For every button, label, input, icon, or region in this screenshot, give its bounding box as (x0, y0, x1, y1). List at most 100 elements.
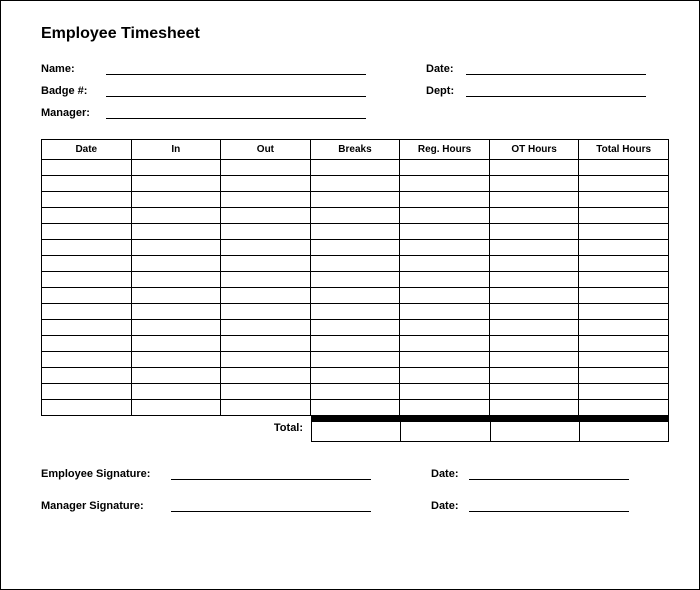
table-cell[interactable] (42, 304, 132, 320)
table-cell[interactable] (579, 352, 669, 368)
table-cell[interactable] (221, 288, 311, 304)
table-cell[interactable] (579, 384, 669, 400)
table-cell[interactable] (221, 224, 311, 240)
table-cell[interactable] (221, 352, 311, 368)
table-cell[interactable] (400, 336, 490, 352)
table-cell[interactable] (221, 320, 311, 336)
table-cell[interactable] (400, 352, 490, 368)
table-cell[interactable] (489, 160, 579, 176)
table-cell[interactable] (310, 384, 400, 400)
table-cell[interactable] (310, 400, 400, 416)
employee-signature-input[interactable] (171, 466, 371, 480)
table-cell[interactable] (131, 336, 221, 352)
table-cell[interactable] (400, 192, 490, 208)
table-cell[interactable] (400, 176, 490, 192)
table-cell[interactable] (131, 160, 221, 176)
table-cell[interactable] (221, 368, 311, 384)
table-cell[interactable] (489, 224, 579, 240)
table-cell[interactable] (400, 304, 490, 320)
table-cell[interactable] (42, 288, 132, 304)
manager-signature-input[interactable] (171, 498, 371, 512)
table-cell[interactable] (310, 288, 400, 304)
total-breaks[interactable] (311, 422, 401, 442)
table-cell[interactable] (400, 288, 490, 304)
table-cell[interactable] (310, 336, 400, 352)
table-cell[interactable] (131, 368, 221, 384)
table-cell[interactable] (310, 176, 400, 192)
table-cell[interactable] (310, 368, 400, 384)
table-cell[interactable] (221, 400, 311, 416)
table-cell[interactable] (131, 224, 221, 240)
table-cell[interactable] (221, 304, 311, 320)
table-cell[interactable] (131, 400, 221, 416)
table-cell[interactable] (310, 208, 400, 224)
table-cell[interactable] (131, 176, 221, 192)
table-cell[interactable] (221, 192, 311, 208)
manager-signature-date-input[interactable] (469, 498, 629, 512)
table-cell[interactable] (400, 384, 490, 400)
table-cell[interactable] (579, 400, 669, 416)
table-cell[interactable] (489, 176, 579, 192)
table-cell[interactable] (579, 288, 669, 304)
employee-signature-date-input[interactable] (469, 466, 629, 480)
table-cell[interactable] (42, 384, 132, 400)
table-cell[interactable] (310, 192, 400, 208)
table-cell[interactable] (400, 320, 490, 336)
dept-input[interactable] (466, 83, 646, 97)
table-cell[interactable] (42, 192, 132, 208)
table-cell[interactable] (221, 256, 311, 272)
total-ot-hours[interactable] (491, 422, 580, 442)
table-cell[interactable] (579, 304, 669, 320)
table-cell[interactable] (131, 288, 221, 304)
table-cell[interactable] (400, 160, 490, 176)
total-reg-hours[interactable] (401, 422, 490, 442)
table-cell[interactable] (489, 336, 579, 352)
table-cell[interactable] (221, 336, 311, 352)
table-cell[interactable] (42, 320, 132, 336)
manager-input[interactable] (106, 105, 366, 119)
table-cell[interactable] (131, 240, 221, 256)
table-cell[interactable] (400, 400, 490, 416)
table-cell[interactable] (400, 208, 490, 224)
table-cell[interactable] (42, 272, 132, 288)
table-cell[interactable] (221, 208, 311, 224)
table-cell[interactable] (131, 320, 221, 336)
table-cell[interactable] (579, 368, 669, 384)
table-cell[interactable] (579, 192, 669, 208)
table-cell[interactable] (489, 288, 579, 304)
table-cell[interactable] (489, 384, 579, 400)
table-cell[interactable] (489, 304, 579, 320)
table-cell[interactable] (221, 240, 311, 256)
table-cell[interactable] (42, 160, 132, 176)
table-cell[interactable] (579, 160, 669, 176)
table-cell[interactable] (42, 352, 132, 368)
date-input[interactable] (466, 61, 646, 75)
table-cell[interactable] (42, 176, 132, 192)
table-cell[interactable] (489, 352, 579, 368)
table-cell[interactable] (42, 336, 132, 352)
table-cell[interactable] (310, 320, 400, 336)
table-cell[interactable] (489, 256, 579, 272)
table-cell[interactable] (489, 400, 579, 416)
table-cell[interactable] (489, 272, 579, 288)
table-cell[interactable] (489, 368, 579, 384)
table-cell[interactable] (579, 224, 669, 240)
table-cell[interactable] (42, 224, 132, 240)
table-cell[interactable] (310, 160, 400, 176)
table-cell[interactable] (42, 400, 132, 416)
table-cell[interactable] (400, 368, 490, 384)
table-cell[interactable] (400, 272, 490, 288)
table-cell[interactable] (310, 256, 400, 272)
table-cell[interactable] (489, 240, 579, 256)
total-total-hours[interactable] (580, 422, 669, 442)
table-cell[interactable] (310, 304, 400, 320)
table-cell[interactable] (489, 208, 579, 224)
table-cell[interactable] (131, 192, 221, 208)
table-cell[interactable] (221, 176, 311, 192)
table-cell[interactable] (579, 336, 669, 352)
table-cell[interactable] (221, 160, 311, 176)
table-cell[interactable] (579, 256, 669, 272)
table-cell[interactable] (400, 224, 490, 240)
table-cell[interactable] (131, 304, 221, 320)
table-cell[interactable] (579, 272, 669, 288)
